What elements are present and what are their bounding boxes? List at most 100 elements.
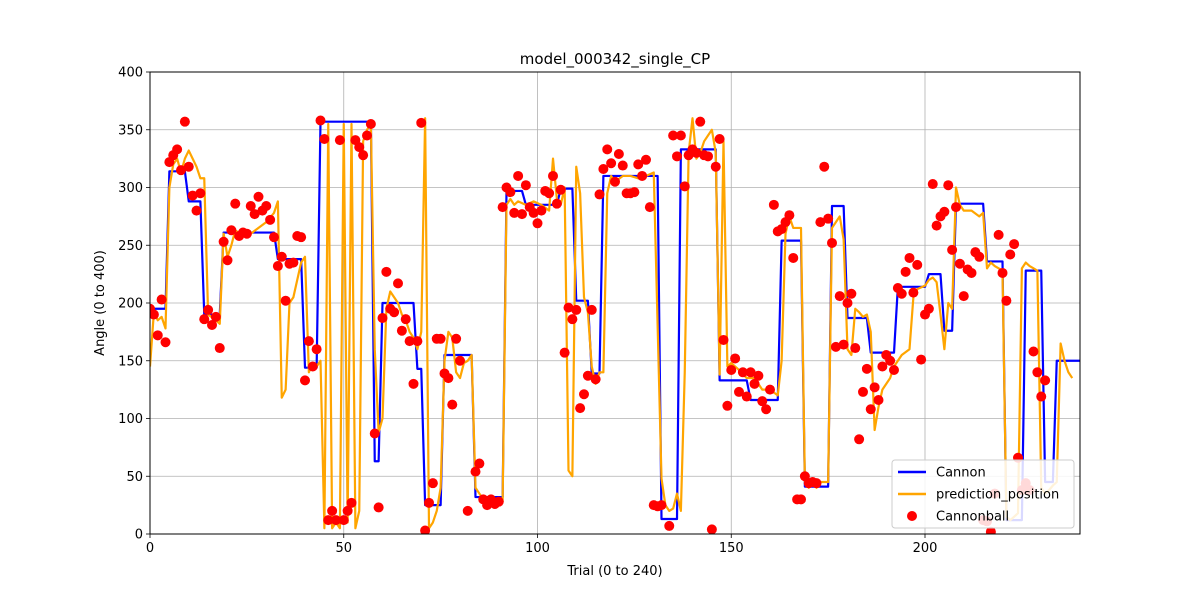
cannonball-point xyxy=(303,336,314,347)
y-axis-ticks: 0 50 100 150 200 250 300 350 400 xyxy=(118,66,150,543)
legend-label: Cannonball xyxy=(936,510,1009,525)
cannonball-point xyxy=(575,403,586,414)
cannonball-point xyxy=(827,237,837,248)
cannonball-point xyxy=(745,367,756,378)
cannonball-point xyxy=(834,291,845,302)
cannonball-point xyxy=(765,384,775,395)
cannonball-point xyxy=(150,309,159,320)
cannonball-point xyxy=(420,525,431,534)
cannonball-point xyxy=(749,378,760,389)
cannonball-point xyxy=(931,220,942,231)
cannonball-point xyxy=(342,505,353,516)
cannonball-point xyxy=(300,375,310,386)
cannonball-point xyxy=(241,228,252,239)
x-tick-label: 150 xyxy=(719,541,744,556)
cannonball-point xyxy=(532,218,543,229)
cannonball-point xyxy=(451,333,462,344)
cannonball-point xyxy=(784,210,795,221)
cannonball-point xyxy=(520,180,531,191)
cannonball-point xyxy=(210,311,221,322)
cannonball-point xyxy=(214,343,225,354)
cannonball-point xyxy=(873,395,884,406)
cannonball-point xyxy=(323,515,334,526)
cannonball-point xyxy=(1005,249,1016,260)
cannonball-point xyxy=(861,363,872,374)
cannonball-point xyxy=(858,386,868,397)
cannonball-point xyxy=(985,526,996,534)
cannonball-point xyxy=(358,150,369,161)
cannonball-point xyxy=(373,502,384,513)
cannonball-point xyxy=(176,165,186,176)
cannonball-point xyxy=(1036,391,1047,402)
cannonball-point xyxy=(865,404,876,415)
cannonball-point xyxy=(637,170,648,181)
cannonball-point xyxy=(183,161,194,172)
cannonball-point xyxy=(280,295,291,306)
plot-frame xyxy=(149,71,1081,535)
cannonball-point xyxy=(730,353,741,364)
cannonball-point xyxy=(509,207,520,218)
cannonball-point xyxy=(943,180,954,191)
cannonball-point xyxy=(447,399,458,410)
y-tick-label: 350 xyxy=(118,123,143,138)
cannonball-point xyxy=(424,497,434,508)
cannonball-point xyxy=(1040,375,1051,386)
x-tick-label: 100 xyxy=(525,541,550,556)
cannonball-point xyxy=(396,325,407,336)
cannonball-point xyxy=(617,160,628,171)
cannonball-point xyxy=(768,199,779,210)
cannonball-point xyxy=(427,478,438,489)
cannonball-point xyxy=(567,314,578,325)
legend-box xyxy=(891,459,1075,529)
cannonball-point xyxy=(714,133,725,144)
cannonball-point xyxy=(1009,239,1020,250)
cannonball-point xyxy=(830,341,841,352)
y-tick-label: 200 xyxy=(118,297,143,312)
series-cannonball xyxy=(150,115,1051,534)
cannonball-point xyxy=(602,144,613,155)
cannonball-point xyxy=(172,144,183,155)
cannonball-point xyxy=(551,198,562,209)
cannonball-point xyxy=(369,428,380,439)
cannonball-point xyxy=(528,207,539,218)
cannonball-point xyxy=(912,259,923,270)
cannonball-point xyxy=(916,354,927,365)
cannonball-point xyxy=(885,355,896,366)
cannonball-point xyxy=(152,330,163,341)
legend-label: Cannon xyxy=(936,466,986,481)
cannonball-point xyxy=(993,229,1004,240)
cannonball-point xyxy=(679,181,690,192)
cannonball-point xyxy=(664,520,675,531)
cannonball-point xyxy=(307,361,318,372)
cannonball-point xyxy=(923,303,934,314)
chart-title: model_000342_single_CP xyxy=(520,50,710,69)
x-tick-label: 50 xyxy=(335,541,352,556)
cannonball-point xyxy=(641,154,651,165)
cannonball-point xyxy=(207,319,217,330)
cannonball-point xyxy=(675,130,686,141)
cannonball-point xyxy=(470,466,481,477)
cannonball-point xyxy=(1028,346,1039,357)
cannonball-point xyxy=(629,187,640,198)
cannonball-point xyxy=(672,151,682,162)
cannonball-point xyxy=(319,133,330,144)
x-tick-label: 0 xyxy=(146,541,154,556)
cannonball-point xyxy=(939,206,950,217)
cannonball-point xyxy=(854,434,865,445)
cannonball-point xyxy=(218,236,229,247)
cannonball-point xyxy=(311,344,322,355)
cannonball-point xyxy=(517,209,527,220)
legend-item: Cannon xyxy=(898,466,986,481)
cannonball-point xyxy=(613,149,624,160)
legend: Cannon prediction_position Cannonball xyxy=(891,459,1075,529)
cannonball-point xyxy=(393,278,403,289)
cannonball-point xyxy=(815,217,826,228)
cannonball-point xyxy=(389,307,400,318)
cannonball-point xyxy=(741,391,752,402)
cannonball-point xyxy=(548,170,558,181)
cannonball-point xyxy=(691,147,702,158)
cannonball-point xyxy=(226,225,237,236)
series-line-prediction-position xyxy=(150,117,1074,530)
cannonball-point xyxy=(586,304,597,315)
